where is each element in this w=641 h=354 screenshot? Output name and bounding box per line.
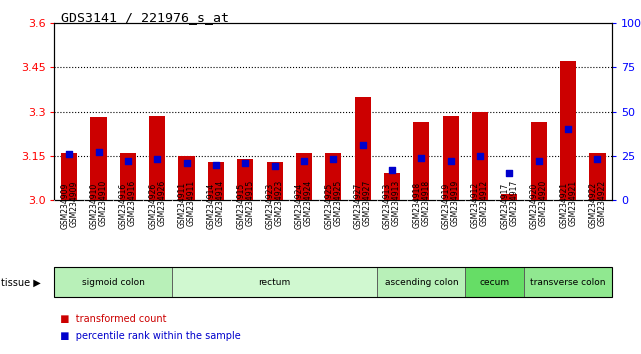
Text: GSM234917: GSM234917 [501, 182, 510, 229]
Bar [465, 267, 524, 297]
Text: GSM234924: GSM234924 [304, 180, 313, 227]
Point [181, 160, 192, 166]
Text: GSM234911: GSM234911 [187, 180, 196, 227]
Point [534, 158, 544, 164]
Point [94, 149, 104, 155]
Point [563, 126, 573, 132]
Bar [237, 159, 253, 200]
Point [416, 155, 426, 160]
Bar [296, 153, 312, 200]
Point [269, 164, 279, 169]
Bar [325, 153, 342, 200]
Bar [560, 61, 576, 200]
Bar [178, 156, 195, 200]
Text: GSM234920: GSM234920 [539, 180, 548, 227]
Text: GSM234915: GSM234915 [246, 180, 254, 227]
Text: GSM234922: GSM234922 [597, 180, 606, 227]
Bar [524, 267, 612, 297]
Point [358, 142, 368, 148]
Point [240, 160, 251, 166]
Text: GSM234924: GSM234924 [295, 182, 304, 229]
Text: GSM234911: GSM234911 [178, 182, 187, 228]
Text: GSM234917: GSM234917 [510, 180, 519, 227]
Bar [54, 267, 172, 297]
Bar [172, 267, 378, 297]
Bar [443, 116, 459, 200]
Text: GSM234926: GSM234926 [157, 180, 166, 227]
Text: GSM234921: GSM234921 [559, 182, 568, 228]
Text: GSM234923: GSM234923 [265, 182, 274, 229]
Text: GSM234918: GSM234918 [421, 180, 430, 227]
Bar [378, 267, 465, 297]
Text: tissue ▶: tissue ▶ [1, 277, 40, 287]
Point [475, 153, 485, 159]
Text: GSM234912: GSM234912 [471, 182, 480, 228]
Point [387, 167, 397, 173]
Text: GSM234918: GSM234918 [412, 182, 421, 228]
Text: sigmoid colon: sigmoid colon [82, 278, 145, 287]
Point [211, 162, 221, 167]
Point [64, 151, 74, 157]
Text: GSM234913: GSM234913 [392, 180, 401, 227]
Text: GSM234923: GSM234923 [274, 180, 283, 227]
Text: GSM234920: GSM234920 [529, 182, 539, 229]
Point [592, 156, 603, 162]
Bar [149, 116, 165, 200]
Bar [267, 162, 283, 200]
Text: GSM234926: GSM234926 [148, 182, 157, 229]
Text: ■  transformed count: ■ transformed count [54, 314, 167, 324]
Text: GSM234925: GSM234925 [324, 182, 333, 229]
Text: GSM234912: GSM234912 [480, 180, 489, 227]
Text: GSM234921: GSM234921 [568, 180, 577, 227]
Bar [384, 173, 400, 200]
Text: GSM234910: GSM234910 [90, 182, 99, 229]
Text: GSM234916: GSM234916 [128, 180, 137, 227]
Text: cecum: cecum [479, 278, 510, 287]
Text: GSM234915: GSM234915 [237, 182, 246, 229]
Text: GSM234927: GSM234927 [363, 180, 372, 227]
Text: GSM234916: GSM234916 [119, 182, 128, 229]
Bar [90, 118, 106, 200]
Point [328, 156, 338, 162]
Bar [501, 194, 517, 200]
Bar [472, 112, 488, 200]
Text: ascending colon: ascending colon [385, 278, 458, 287]
Text: GSM234914: GSM234914 [216, 180, 225, 227]
Text: GSM234913: GSM234913 [383, 182, 392, 229]
Text: GSM234914: GSM234914 [207, 182, 216, 229]
Point [122, 158, 133, 164]
Bar [413, 122, 429, 200]
Bar [208, 162, 224, 200]
Bar [61, 153, 77, 200]
Bar [120, 153, 136, 200]
Text: GSM234925: GSM234925 [333, 180, 342, 227]
Text: GDS3141 / 221976_s_at: GDS3141 / 221976_s_at [61, 11, 229, 24]
Text: GSM234919: GSM234919 [442, 182, 451, 229]
Text: transverse colon: transverse colon [530, 278, 606, 287]
Text: rectum: rectum [258, 278, 291, 287]
Bar [590, 153, 606, 200]
Point [299, 158, 309, 164]
Text: GSM234910: GSM234910 [99, 180, 108, 227]
Point [445, 158, 456, 164]
Text: GSM234922: GSM234922 [588, 182, 597, 228]
Point [152, 156, 162, 162]
Bar [531, 122, 547, 200]
Text: ■  percentile rank within the sample: ■ percentile rank within the sample [54, 331, 241, 341]
Text: GSM234927: GSM234927 [354, 182, 363, 229]
Text: GSM234909: GSM234909 [60, 182, 69, 229]
Point [504, 171, 515, 176]
Text: GSM234919: GSM234919 [451, 180, 460, 227]
Text: GSM234909: GSM234909 [69, 180, 78, 227]
Bar [354, 97, 370, 200]
